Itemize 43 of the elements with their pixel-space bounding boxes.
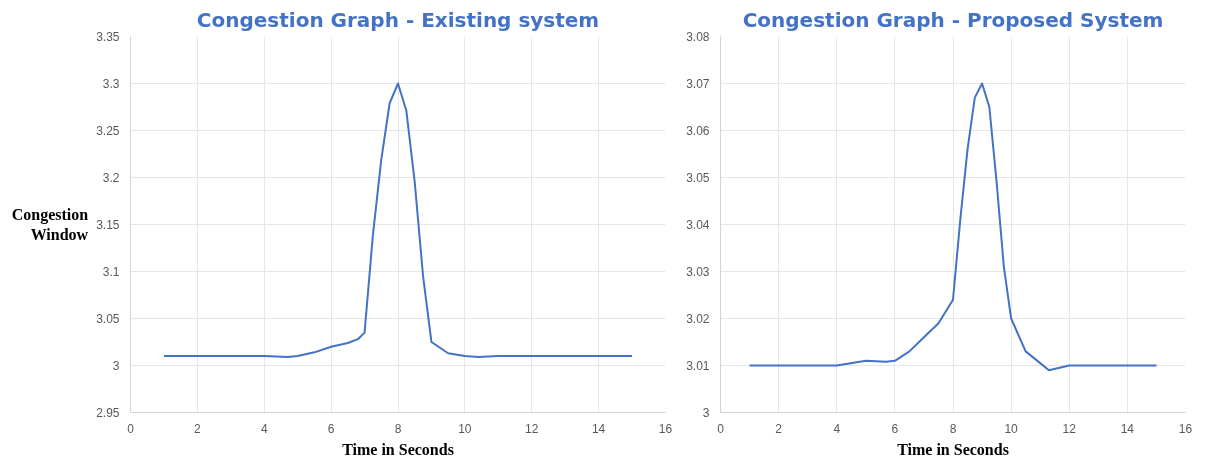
x-tick-label: 12 xyxy=(525,421,539,436)
y-tick-label: 3.03 xyxy=(686,265,710,279)
x-tick-label: 4 xyxy=(833,421,841,436)
y-axis-title: Congestion Window xyxy=(11,205,89,244)
x-tick-label: 14 xyxy=(1120,421,1135,436)
x-tick-label: 0 xyxy=(127,421,135,436)
x-tick-label: 2 xyxy=(194,421,202,436)
y-tick-label: 3.06 xyxy=(686,124,710,138)
chart-title: Congestion Graph - Existing system xyxy=(196,7,600,32)
chart-title: Congestion Graph - Proposed System xyxy=(742,7,1164,32)
x-tick-label: 6 xyxy=(891,421,899,436)
y-tick-label: 3.25 xyxy=(96,124,120,138)
x-axis-title: Time in Seconds xyxy=(897,440,1009,458)
line-series xyxy=(162,82,634,359)
x-tick-label: 14 xyxy=(591,421,606,436)
y-tick-label: 3.3 xyxy=(102,77,120,91)
x-tick-label: 10 xyxy=(1004,421,1019,436)
y-tick-label: 3.08 xyxy=(686,30,710,44)
y-tick-label: 3 xyxy=(702,406,710,420)
x-tick-label: 12 xyxy=(1062,421,1077,436)
x-axis-title: Time in Seconds xyxy=(342,440,454,458)
x-tick-label: 8 xyxy=(394,421,402,436)
y-tick-label: 3.1 xyxy=(102,265,120,279)
line-series xyxy=(748,82,1158,372)
y-tick-label: 3.07 xyxy=(686,77,710,91)
y-tick-label: 3.05 xyxy=(686,171,710,185)
y-tick-label: 3.05 xyxy=(96,312,120,326)
x-tick-label: 0 xyxy=(717,421,725,436)
x-tick-label: 2 xyxy=(775,421,783,436)
y-tick-label: 3.2 xyxy=(102,171,120,185)
x-tick-label: 16 xyxy=(1178,421,1193,436)
x-tick-label: 4 xyxy=(260,421,268,436)
y-tick-label: 3.02 xyxy=(686,312,710,326)
y-tick-label: 3.35 xyxy=(96,30,120,44)
x-tick-label: 10 xyxy=(458,421,472,436)
y-tick-label: 3.15 xyxy=(96,218,120,232)
y-tick-label: 2.95 xyxy=(96,406,120,420)
x-tick-label: 16 xyxy=(658,421,673,436)
y-tick-label: 3.04 xyxy=(686,218,710,232)
x-tick-label: 8 xyxy=(949,421,957,436)
y-tick-label: 3 xyxy=(112,359,120,373)
y-tick-label: 3.01 xyxy=(686,359,710,373)
x-tick-label: 6 xyxy=(327,421,335,436)
